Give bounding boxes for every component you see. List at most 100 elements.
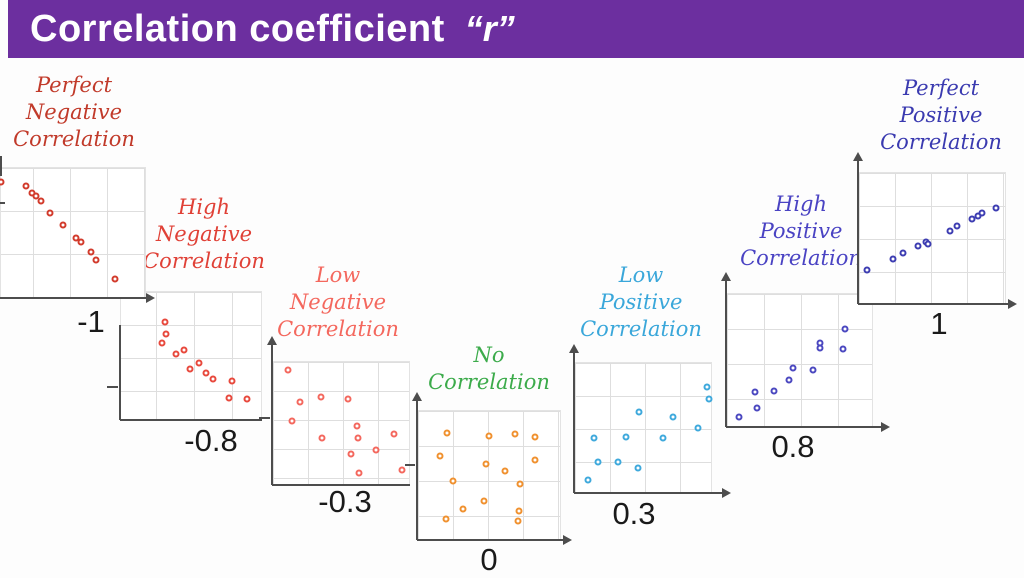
data-point — [770, 387, 778, 395]
data-point — [789, 364, 797, 372]
label-line: Low — [315, 263, 361, 287]
page-title: Correlation coefficient — [30, 7, 445, 50]
data-point — [924, 240, 932, 248]
x-axis — [858, 303, 1008, 305]
x-axis — [726, 426, 881, 428]
data-point — [180, 346, 188, 354]
x-axis — [272, 484, 410, 486]
plot-grid — [574, 362, 712, 493]
data-point — [443, 429, 451, 437]
data-point — [694, 424, 702, 432]
y-axis-arrow-icon — [853, 152, 863, 161]
correlation-type-label: High Negative Correlation — [143, 194, 265, 275]
data-point — [953, 222, 961, 230]
correlation-type-label: Perfect Negative Correlation — [13, 72, 135, 153]
label-line: Correlation — [580, 317, 702, 341]
x-axis-arrow-icon — [146, 293, 155, 303]
data-point — [735, 413, 743, 421]
label-line: Positive — [899, 103, 983, 127]
data-point — [705, 395, 713, 403]
data-point — [992, 204, 1000, 212]
data-point — [863, 266, 871, 274]
data-point — [344, 395, 352, 403]
data-point — [77, 238, 85, 246]
label-line: Positive — [759, 219, 843, 243]
data-point — [480, 497, 488, 505]
r-value-label: 0.3 — [612, 496, 656, 531]
data-point — [296, 398, 304, 406]
data-point — [841, 325, 849, 333]
data-point — [485, 432, 493, 440]
data-point — [703, 383, 711, 391]
data-point — [59, 221, 67, 229]
data-point — [209, 375, 217, 383]
data-point — [515, 507, 523, 515]
data-point — [785, 376, 793, 384]
data-point — [202, 369, 210, 377]
label-line: No — [473, 343, 505, 367]
label-line: Correlation — [880, 130, 1002, 154]
data-point — [594, 458, 602, 466]
y-axis — [416, 400, 418, 540]
y-axis — [573, 352, 575, 493]
data-point — [398, 466, 406, 474]
y-axis-arrow-icon — [569, 344, 579, 353]
label-line: Perfect — [35, 73, 113, 97]
data-point — [243, 395, 251, 403]
x-axis-arrow-icon — [881, 422, 890, 432]
correlation-type-label: Low Negative Correlation — [277, 262, 399, 343]
data-point — [284, 366, 292, 374]
data-point — [634, 464, 642, 472]
data-point — [816, 344, 824, 352]
data-point — [635, 408, 643, 416]
data-point — [753, 404, 761, 412]
data-point — [162, 330, 170, 338]
data-point — [354, 434, 362, 442]
data-point — [946, 227, 954, 235]
label-line: High — [775, 192, 827, 216]
y-axis-arrow-icon — [721, 272, 731, 281]
title-bar: Correlation coefficient “r” — [8, 0, 1024, 58]
x-axis — [0, 297, 146, 299]
data-point — [37, 197, 45, 205]
data-point — [531, 433, 539, 441]
label-line: Correlation — [13, 127, 135, 151]
data-point — [751, 388, 759, 396]
data-point — [318, 434, 326, 442]
data-point — [899, 249, 907, 257]
x-axis-arrow-icon — [722, 488, 731, 498]
plot-grid — [120, 291, 262, 420]
correlation-type-label: Perfect Positive Correlation — [880, 75, 1002, 156]
data-point — [809, 366, 817, 374]
label-line: Correlation — [143, 249, 265, 273]
data-point — [889, 255, 897, 263]
r-value-label: 0 — [480, 542, 498, 577]
data-point — [72, 234, 80, 242]
x-axis-arrow-icon — [563, 535, 572, 545]
label-line: Negative — [155, 222, 253, 246]
x-axis — [417, 539, 563, 541]
data-point — [355, 469, 363, 477]
axis-tick — [259, 417, 270, 419]
label-line: Negative — [25, 100, 123, 124]
data-point — [584, 476, 592, 484]
y-axis-arrow-icon — [267, 336, 277, 345]
data-point — [225, 394, 233, 402]
y-axis — [857, 160, 859, 304]
data-point — [436, 452, 444, 460]
x-axis-arrow-icon — [1008, 299, 1017, 309]
r-value-label: 0.8 — [771, 429, 815, 464]
data-point — [195, 359, 203, 367]
axis-tick — [0, 202, 5, 204]
label-line: Low — [618, 263, 664, 287]
data-point — [968, 215, 976, 223]
axis-tick — [107, 386, 118, 388]
data-point — [46, 209, 54, 217]
data-point — [839, 345, 847, 353]
label-line: High — [178, 195, 230, 219]
data-point — [158, 339, 166, 347]
plot-grid — [417, 410, 561, 540]
label-line: Positive — [599, 290, 683, 314]
data-point — [669, 413, 677, 421]
